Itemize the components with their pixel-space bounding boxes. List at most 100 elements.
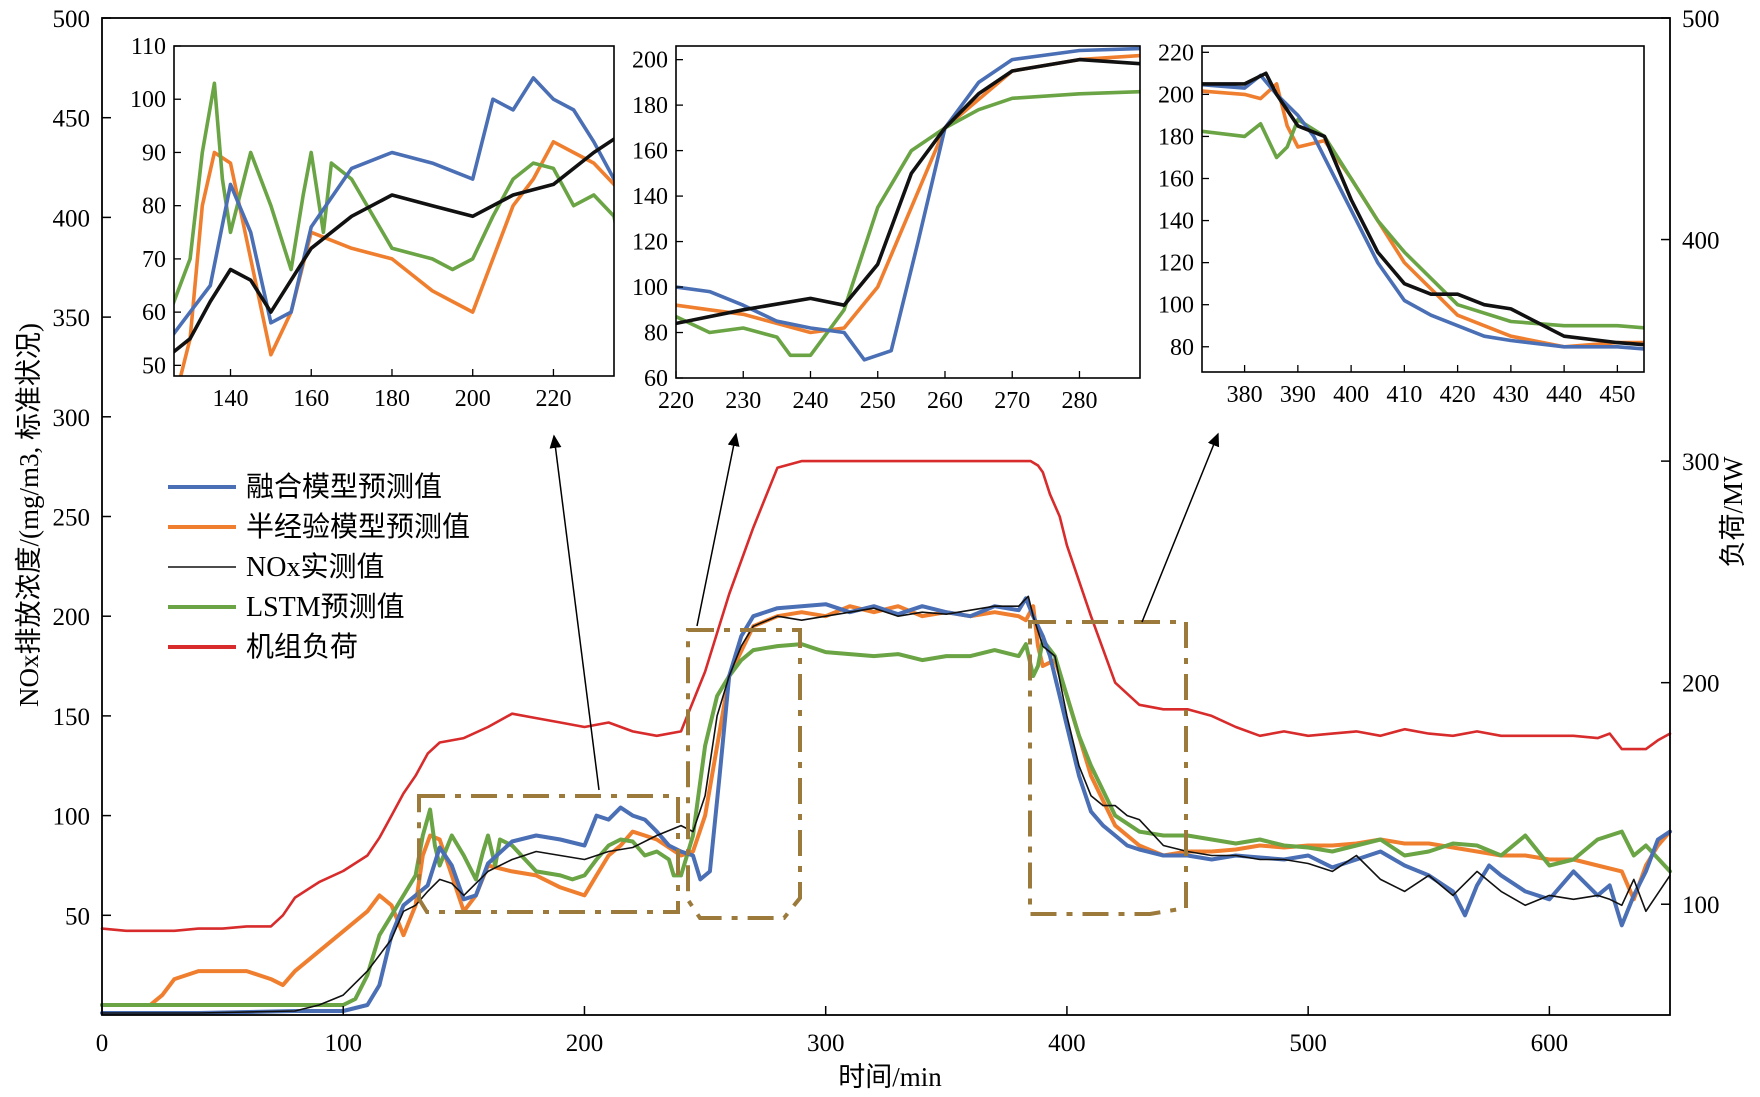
- inset-y-tick-label: 180: [632, 93, 668, 119]
- inset-y-tick-label: 70: [142, 247, 166, 273]
- y-right-axis-ticks: 100 200 300 400 500: [1661, 6, 1720, 919]
- zoom-box-2: [686, 628, 802, 920]
- y-left-tick-label: 100: [53, 804, 91, 831]
- series-line-lstm: [100, 638, 1672, 1007]
- zoom-boxes: [417, 620, 1188, 920]
- legend-label-measured: NOx实测值: [246, 551, 384, 583]
- inset-y-tick-label: 50: [142, 353, 166, 379]
- zoom-insets: 140 160 180 200 220 50 60 70 80 90 100 110 220 230 240…: [130, 34, 1645, 414]
- y-right-tick-label: 200: [1682, 671, 1720, 698]
- x-tick-label: 100: [324, 1030, 362, 1057]
- inset-y-tick-label: 90: [142, 140, 166, 166]
- inset-y-tick-label: 80: [1170, 335, 1194, 361]
- legend-label-load: 机组负荷: [246, 631, 358, 663]
- inset-y-tick-label: 140: [1158, 209, 1194, 235]
- inset-frame: [675, 45, 1141, 379]
- x-tick-label: 600: [1531, 1030, 1569, 1057]
- inset-lines: [174, 76, 614, 376]
- inset-series-line-semi: [178, 140, 614, 376]
- y-left-tick-label: 300: [53, 405, 91, 432]
- inset-x-tick-label: 160: [293, 386, 329, 412]
- x-tick-label: 0: [96, 1030, 109, 1057]
- zoom-box-1: [417, 794, 680, 914]
- inset-background: [174, 46, 614, 376]
- inset-x-tick-label: 400: [1333, 382, 1369, 408]
- zoom-box-3: [1028, 620, 1188, 916]
- x-axis-label: 时间/min: [838, 1062, 942, 1092]
- inset-x-tick-label: 450: [1599, 382, 1635, 408]
- inset-x-tick-label: 430: [1493, 382, 1529, 408]
- series-line-fusion: [100, 596, 1672, 1015]
- x-tick-label: 500: [1289, 1030, 1327, 1057]
- inset-y-tick-label: 120: [632, 230, 668, 256]
- inset-x-tick-label: 220: [535, 386, 571, 412]
- y-right-tick-label: 300: [1682, 449, 1720, 476]
- legend-label-lstm: LSTM预测值: [246, 591, 405, 623]
- inset-x-tick-label: 420: [1440, 382, 1476, 408]
- inset-series-line-measured: [174, 136, 614, 354]
- inset-y-tick-label: 200: [632, 48, 668, 74]
- inset-x-tick-label: 260: [927, 388, 963, 414]
- inset-x-tick-label: 180: [374, 386, 410, 412]
- y-left-axis-ticks: 50 100 150 200 250 300 350 400 450 500: [53, 6, 111, 930]
- inset-y-tick-label: 160: [632, 139, 668, 165]
- inset-lines: [676, 46, 1140, 362]
- inset-x-tick-label: 240: [792, 388, 828, 414]
- y-right-axis-label: 负荷/MW: [1718, 456, 1748, 568]
- inset-y-tick-label: 100: [632, 275, 668, 301]
- x-tick-label: 200: [566, 1030, 604, 1057]
- inset-x-tick-label: 390: [1280, 382, 1316, 408]
- y-left-tick-label: 500: [53, 6, 91, 33]
- main-series-lines: [100, 459, 1672, 1015]
- inset-frame: [1201, 45, 1645, 373]
- y-left-tick-label: 350: [53, 305, 91, 332]
- inset-x-tick-label: 220: [658, 388, 694, 414]
- inset-x-tick-label: 410: [1386, 382, 1422, 408]
- inset-y-tick-label: 160: [1158, 167, 1194, 193]
- y-left-tick-label: 200: [53, 604, 91, 631]
- inset-y-tick-label: 120: [1158, 251, 1194, 277]
- inset-arrow-2: [696, 432, 740, 627]
- inset-y-tick-label: 80: [142, 194, 166, 220]
- y-left-tick-label: 250: [53, 505, 91, 532]
- inset-series-line-lstm: [676, 89, 1140, 358]
- inset-y-tick-label: 180: [1158, 124, 1194, 150]
- inset-x-tick-label: 270: [994, 388, 1030, 414]
- inset-series-line-measured: [676, 57, 1140, 326]
- series-line-measured: [101, 595, 1671, 1014]
- inset-y-tick-label: 60: [644, 366, 668, 392]
- series-line-semi: [100, 604, 1672, 1007]
- inset-x-tick-label: 200: [455, 386, 491, 412]
- y-left-tick-label: 150: [53, 704, 91, 731]
- inset-x-tick-label: 230: [725, 388, 761, 414]
- inset-arrow-1: [549, 434, 600, 791]
- inset-arrow-3: [1141, 432, 1220, 623]
- inset-x-tick-label: 440: [1546, 382, 1582, 408]
- inset-3: 380 390 400 410 420 430 440 450 80 100 120 140 160 18…: [1158, 40, 1645, 408]
- inset-y-tick-label: 60: [142, 300, 166, 326]
- y-left-tick-label: 400: [53, 205, 91, 232]
- main-plot-area: 0 100 200 300 400 500 600 50 100 150 200 250 300 350…: [53, 6, 1720, 1057]
- x-axis-ticks: 0 100 200 300 400 500 600: [96, 1006, 1568, 1057]
- inset-series-line-lstm: [174, 81, 614, 307]
- inset-y-tick-label: 100: [130, 87, 166, 113]
- inset-x-tick-label: 280: [1061, 388, 1097, 414]
- inset-1: 140 160 180 200 220 50 60 70 80 90 100 110: [130, 34, 615, 412]
- legend-label-fusion: 融合模型预测值: [246, 471, 442, 503]
- inset-series-line-measured: [1202, 71, 1644, 347]
- y-right-tick-label: 100: [1682, 892, 1720, 919]
- inset-series-line-fusion: [174, 76, 614, 337]
- inset-lines: [1202, 71, 1644, 351]
- inset-y-tick-label: 200: [1158, 82, 1194, 108]
- inset-frame: [173, 45, 615, 377]
- inset-x-tick-label: 140: [213, 386, 249, 412]
- y-left-tick-label: 50: [65, 903, 90, 930]
- x-tick-label: 400: [1048, 1030, 1086, 1057]
- inset-arrows: [549, 432, 1220, 791]
- legend-label-semi: 半经验模型预测值: [246, 511, 470, 543]
- inset-series-line-lstm: [1202, 117, 1644, 330]
- y-right-tick-label: 400: [1682, 228, 1720, 255]
- inset-y-tick-label: 110: [131, 34, 166, 60]
